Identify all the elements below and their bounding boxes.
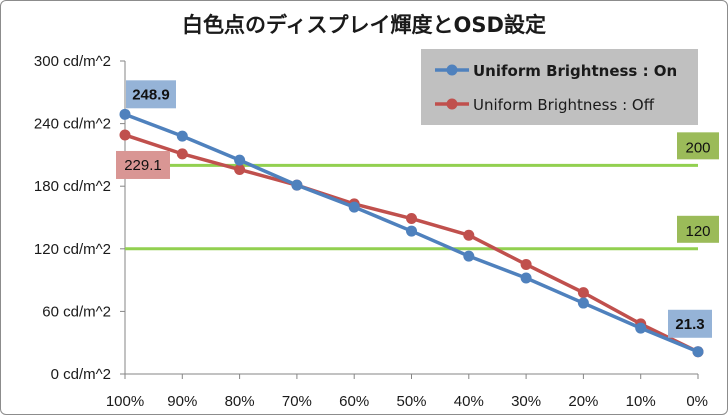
data-point: [291, 179, 303, 191]
chart-title: 白色点のディスプレイ輝度とOSD設定: [182, 13, 546, 37]
x-tick-label: 20%: [568, 393, 598, 410]
series-line: [124, 133, 699, 354]
x-tick-label: 100%: [106, 393, 144, 410]
data-point: [234, 154, 246, 166]
data-point: [348, 201, 360, 213]
y-tick-label: 60 cd/m^2: [42, 303, 111, 320]
value-callout-box: [668, 309, 712, 338]
data-point: [520, 258, 532, 270]
value-callout-label: 248.9: [132, 86, 170, 103]
value-callout-box: [116, 150, 170, 179]
reference-label: 200: [685, 139, 710, 156]
x-tick-label: 80%: [225, 393, 255, 410]
data-point: [176, 148, 188, 160]
x-tick-label: 40%: [454, 393, 484, 410]
reference-label: 120: [685, 223, 710, 240]
data-point: [176, 130, 188, 142]
x-tick-label: 70%: [282, 393, 312, 410]
legend-swatch-marker: [446, 98, 458, 110]
data-point: [520, 272, 532, 284]
data-point: [635, 322, 647, 334]
value-callout-label: 229.1: [124, 157, 162, 174]
data-point: [577, 297, 589, 309]
reference-label-box: [677, 215, 719, 243]
y-tick-label: 180 cd/m^2: [34, 178, 111, 195]
legend-box: [421, 49, 698, 125]
data-point: [406, 225, 417, 237]
y-tick-label: 120 cd/m^2: [34, 241, 111, 258]
data-point: [463, 250, 475, 262]
data-point: [692, 346, 704, 358]
data-callouts: 248.9 229.1 21.3: [116, 80, 712, 338]
axes: 0 cd/m^2 60 cd/m^2 120 cd/m^2 180 cd/m^2 240…: [34, 53, 708, 410]
x-tick-label: 50%: [396, 393, 426, 410]
y-tick-label: 240 cd/m^2: [34, 116, 111, 133]
data-point: [577, 287, 589, 299]
value-callout-label: 21.3: [675, 316, 704, 333]
legend: Uniform Brightness : On Uniform Brightnes…: [421, 49, 698, 125]
y-tick-label: 0 cd/m^2: [51, 366, 111, 383]
x-tick-label: 10%: [626, 393, 656, 410]
series-group: [119, 108, 704, 358]
data-point: [463, 229, 475, 241]
reference-label-box: [677, 132, 719, 160]
legend-swatch-marker: [446, 64, 458, 76]
x-tick-label: 0%: [686, 393, 708, 410]
x-tick-label: 90%: [167, 393, 197, 410]
value-callout-box: [126, 80, 176, 109]
data-point: [234, 164, 246, 176]
x-tick-label: 30%: [511, 393, 541, 410]
data-point: [406, 213, 417, 225]
legend-entry-label: Uniform Brightness : On: [473, 62, 677, 80]
y-tick-label: 300 cd/m^2: [34, 53, 111, 70]
legend-entry-label: Uniform Brightness : Off: [473, 96, 655, 114]
x-tick-label: 60%: [339, 393, 369, 410]
data-point: [119, 108, 131, 120]
data-point: [119, 129, 131, 141]
